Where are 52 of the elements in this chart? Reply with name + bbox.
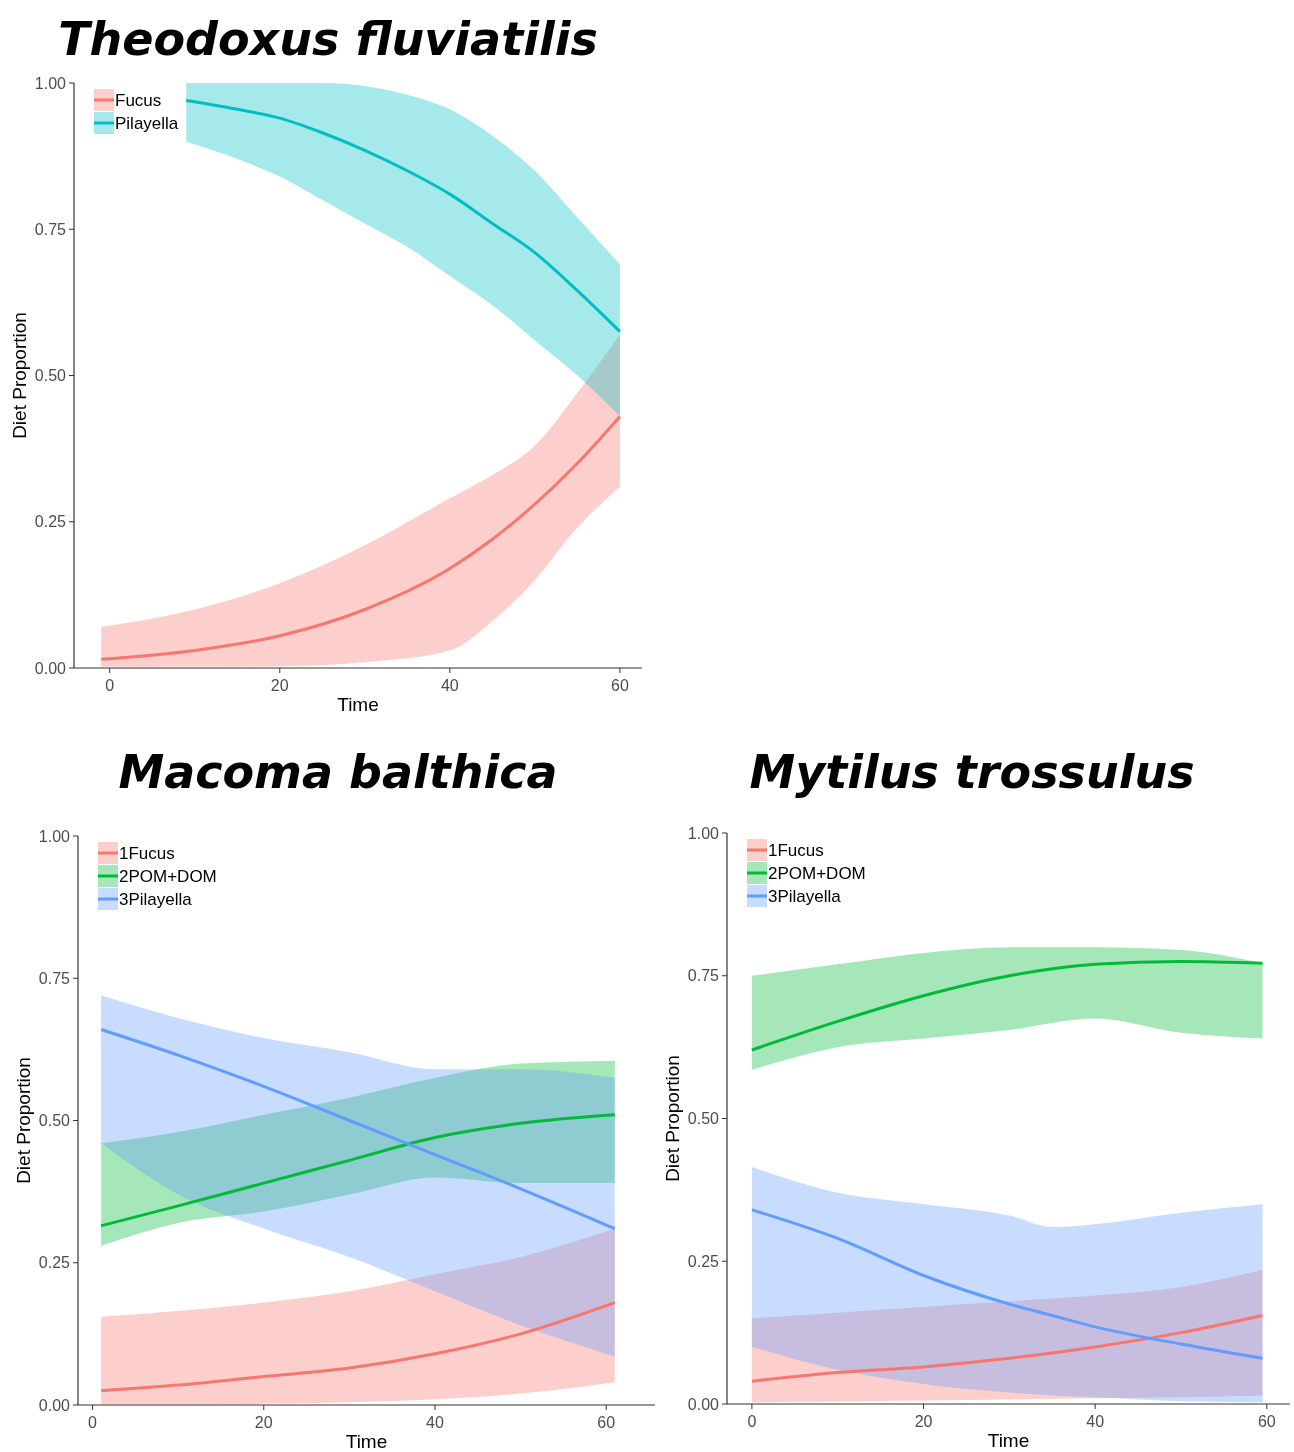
- line-series: [99, 1301, 617, 1393]
- legend-label: 1Fucus: [119, 843, 175, 863]
- x-tick-label: 20: [270, 677, 289, 694]
- legend-label: 2POM+DOM: [768, 863, 866, 883]
- line-series: [750, 1314, 1265, 1383]
- y-axis-title: Diet Proportion: [9, 312, 30, 439]
- y-tick-label: 0.00: [38, 1396, 71, 1414]
- line-series: [750, 1208, 1265, 1360]
- legend-label: 3Pilayella: [768, 886, 842, 906]
- x-tick-label: 60: [610, 677, 629, 694]
- x-axis-title: Time: [345, 1431, 388, 1452]
- y-tick-label: 0.75: [38, 969, 71, 987]
- x-tick-label: 40: [1086, 1413, 1105, 1430]
- y-axis-title: Diet Proportion: [662, 1055, 683, 1182]
- y-tick-label: 0.50: [687, 1110, 720, 1128]
- x-tick-label: 0: [105, 677, 115, 694]
- x-tick-label: 0: [88, 1414, 98, 1431]
- y-tick-label: 1.00: [38, 827, 71, 845]
- x-tick-label: 20: [254, 1414, 273, 1431]
- y-tick-label: 1.00: [687, 824, 720, 842]
- y-tick-label: 0.75: [687, 967, 720, 985]
- y-tick-label: 1.00: [34, 74, 67, 92]
- line-series: [750, 959, 1265, 1052]
- y-tick-label: 0.25: [34, 513, 67, 531]
- y-tick-label: 0.50: [38, 1112, 71, 1130]
- line-series: [99, 1027, 617, 1231]
- y-axis-title: Diet Proportion: [13, 1057, 34, 1184]
- x-tick-label: 0: [747, 1413, 757, 1430]
- legend-label: 1Fucus: [768, 840, 824, 860]
- chart-title: Macoma balthica: [118, 745, 558, 799]
- legend-label: 3Pilayella: [119, 889, 193, 909]
- y-tick-label: 0.00: [34, 659, 67, 677]
- line-series: [99, 414, 622, 661]
- chart-title: Theodoxus fluviatilis: [58, 12, 598, 66]
- line-series: [99, 1113, 617, 1228]
- line-series: [184, 99, 622, 334]
- legend-label: 2POM+DOM: [119, 866, 217, 886]
- x-axis-title: Time: [337, 694, 379, 715]
- x-axis-title: Time: [987, 1430, 1030, 1451]
- chart-title: Mytilus trossulus: [749, 745, 1195, 799]
- x-tick-label: 60: [1257, 1413, 1276, 1430]
- x-tick-label: 60: [597, 1414, 616, 1431]
- y-tick-label: 0.00: [687, 1395, 720, 1413]
- x-tick-label: 40: [426, 1414, 444, 1431]
- y-tick-label: 0.25: [687, 1252, 720, 1270]
- legend-label: Pilayella: [115, 113, 179, 133]
- x-tick-label: 40: [440, 677, 459, 694]
- x-tick-label: 20: [914, 1413, 933, 1430]
- y-tick-label: 0.75: [34, 220, 67, 238]
- y-tick-label: 0.25: [38, 1254, 71, 1272]
- y-tick-label: 0.50: [34, 367, 67, 385]
- legend-label: Fucus: [115, 90, 162, 110]
